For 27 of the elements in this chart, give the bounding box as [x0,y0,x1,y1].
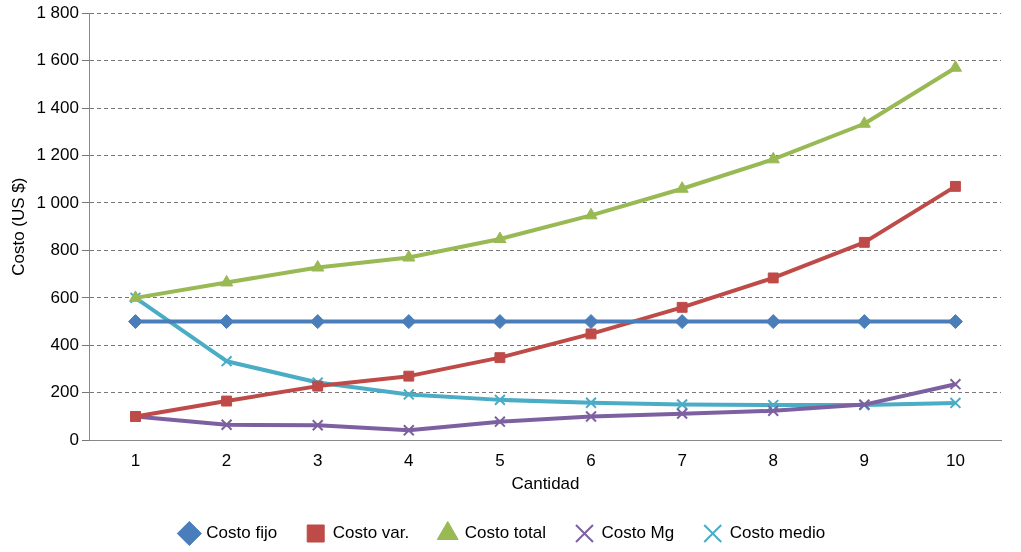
x-tick-label: 5 [495,451,505,471]
x-tick-label: 4 [404,451,414,471]
y-tick-label: 600 [50,287,79,307]
y-tick-label: 0 [69,429,79,449]
x-tick-label: 7 [677,451,687,471]
y-tick-label: 1 200 [36,145,79,165]
y-tick-label: 1 000 [36,192,79,212]
x-tick-label: 3 [312,451,323,471]
x-tick-label: 10 [945,451,965,471]
y-tick-label: 800 [50,240,79,260]
y-tick-label: 200 [50,382,79,402]
x-tick-label: 9 [859,451,870,471]
x-axis-title: Cantidad [511,474,580,494]
legend-label: Costo var. [332,523,410,543]
y-tick-label: 1 800 [36,2,79,22]
y-tick-label: 1 400 [36,97,79,117]
legend-label: Costo total [464,523,546,543]
x-tick-label: 6 [586,451,596,471]
y-axis-title: Costo (US $) [8,177,28,276]
x-tick-label: 8 [768,451,778,471]
legend-label: Costo Mg [601,523,675,543]
x-tick-label: 1 [130,451,141,471]
y-tick-label: 400 [50,335,79,354]
legend-label: Costo medio [729,523,826,543]
y-tick-label: 1 600 [36,50,79,70]
legend-label: Costo fijo [206,523,278,543]
x-tick-label: 2 [221,451,232,471]
